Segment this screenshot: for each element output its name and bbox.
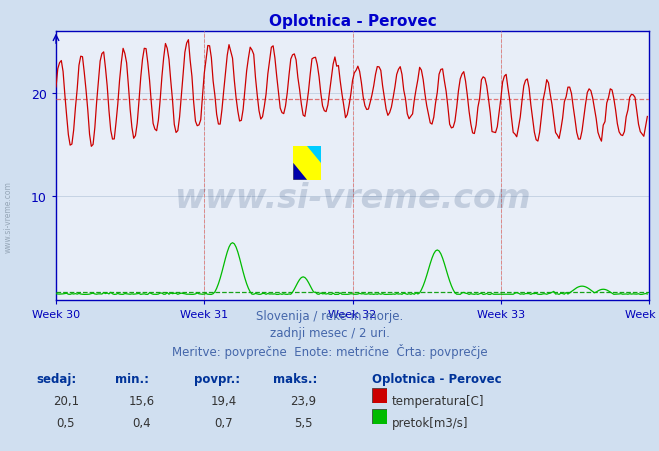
Polygon shape xyxy=(293,164,307,180)
Text: www.si-vreme.com: www.si-vreme.com xyxy=(174,181,531,214)
Text: 0,4: 0,4 xyxy=(132,416,151,429)
Text: min.:: min.: xyxy=(115,372,150,385)
Text: temperatura[C]: temperatura[C] xyxy=(392,395,484,408)
Text: povpr.:: povpr.: xyxy=(194,372,241,385)
Text: 23,9: 23,9 xyxy=(290,395,316,408)
Text: maks.:: maks.: xyxy=(273,372,318,385)
Text: 19,4: 19,4 xyxy=(211,395,237,408)
Text: 5,5: 5,5 xyxy=(294,416,312,429)
Text: 0,5: 0,5 xyxy=(57,416,75,429)
Text: zadnji mesec / 2 uri.: zadnji mesec / 2 uri. xyxy=(270,326,389,339)
Text: www.si-vreme.com: www.si-vreme.com xyxy=(4,180,13,253)
Text: 20,1: 20,1 xyxy=(53,395,79,408)
Text: Slovenija / reke in morje.: Slovenija / reke in morje. xyxy=(256,309,403,322)
Text: sedaj:: sedaj: xyxy=(36,372,76,385)
Text: 0,7: 0,7 xyxy=(215,416,233,429)
Text: 15,6: 15,6 xyxy=(129,395,155,408)
Text: Oplotnica - Perovec: Oplotnica - Perovec xyxy=(372,372,502,385)
Title: Oplotnica - Perovec: Oplotnica - Perovec xyxy=(269,14,436,29)
Text: Meritve: povprečne  Enote: metrične  Črta: povprečje: Meritve: povprečne Enote: metrične Črta:… xyxy=(172,343,487,358)
Polygon shape xyxy=(307,147,321,164)
Text: pretok[m3/s]: pretok[m3/s] xyxy=(392,416,469,429)
